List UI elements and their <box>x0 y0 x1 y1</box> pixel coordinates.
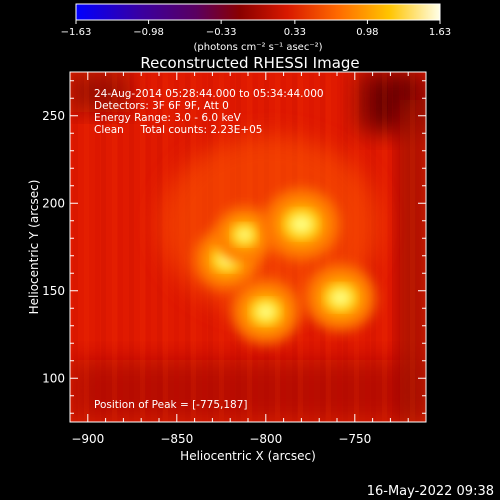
y-axis-ticks: 100 150 200 250 <box>42 80 426 414</box>
annotation-peak-position: Position of Peak = [-775,187] <box>94 399 248 411</box>
colorbar-ticks: −1.63 −0.98 −0.33 0.33 0.98 1.63 <box>61 20 451 38</box>
texture-streak <box>417 72 420 422</box>
source-peak <box>234 226 255 243</box>
source-peak <box>254 301 278 322</box>
annotation-energy-range: Energy Range: 3.0 - 6.0 keV <box>94 112 242 124</box>
source-peak <box>328 287 353 308</box>
colorbar-tick-label: 1.63 <box>429 27 451 38</box>
y-tick-label: 100 <box>42 371 65 385</box>
texture-streak <box>96 72 99 422</box>
texture-streak <box>158 72 161 422</box>
texture-streak <box>74 72 77 422</box>
texture-streak <box>147 72 150 422</box>
texture-streak <box>119 72 122 422</box>
texture-streak <box>428 72 431 422</box>
x-tick-label: −800 <box>249 432 282 446</box>
heatmap-image <box>70 72 431 422</box>
y-tick-label: 150 <box>42 284 65 298</box>
texture-streak <box>113 72 116 422</box>
source-3 <box>263 188 340 261</box>
texture-streak <box>141 72 144 422</box>
texture-streak <box>383 72 386 422</box>
texture-streak <box>130 72 133 422</box>
chart-title: Reconstructed RHESSI Image <box>140 54 359 72</box>
annotation-time-range: 24-Aug-2014 05:28:44.000 to 05:34:44.000 <box>94 88 324 100</box>
colorbar-tick-label: −0.98 <box>133 27 164 38</box>
y-axis-label: Heliocentric Y (arcsec) <box>27 180 41 315</box>
source-4 <box>231 279 301 345</box>
y-tick-label: 250 <box>42 109 65 123</box>
colorbar-tick-label: 0.33 <box>284 27 306 38</box>
timestamp: 16-May-2022 09:38 <box>367 484 494 499</box>
annotation-total-counts: Clean Total counts: 2.23E+05 <box>94 124 263 136</box>
y-tick-label: 200 <box>42 196 65 210</box>
colorbar-tick-label: −1.63 <box>61 27 92 38</box>
texture-streak <box>389 72 392 422</box>
x-tick-label: −900 <box>71 432 104 446</box>
x-axis-label: Heliocentric X (arcsec) <box>180 449 316 463</box>
source-2 <box>214 206 274 263</box>
colorbar-tick-label: 0.98 <box>356 27 378 38</box>
colorbar-tick-label: −0.33 <box>206 27 237 38</box>
x-tick-label: −850 <box>160 432 193 446</box>
x-tick-label: −750 <box>338 432 371 446</box>
texture-streak <box>85 72 88 422</box>
source-peak <box>288 213 315 236</box>
texture-streak <box>411 72 414 422</box>
annotation-detectors: Detectors: 3F 6F 9F, Att 0 <box>94 100 229 112</box>
colorbar-unit-label: (photons cm⁻² s⁻¹ asec⁻²) <box>193 42 322 53</box>
x-axis-ticks: −900 −850 −800 −750 <box>69 72 427 446</box>
source-5 <box>305 264 377 332</box>
colorbar <box>75 3 441 21</box>
texture-streak <box>400 72 403 422</box>
texture-streak <box>102 72 105 422</box>
